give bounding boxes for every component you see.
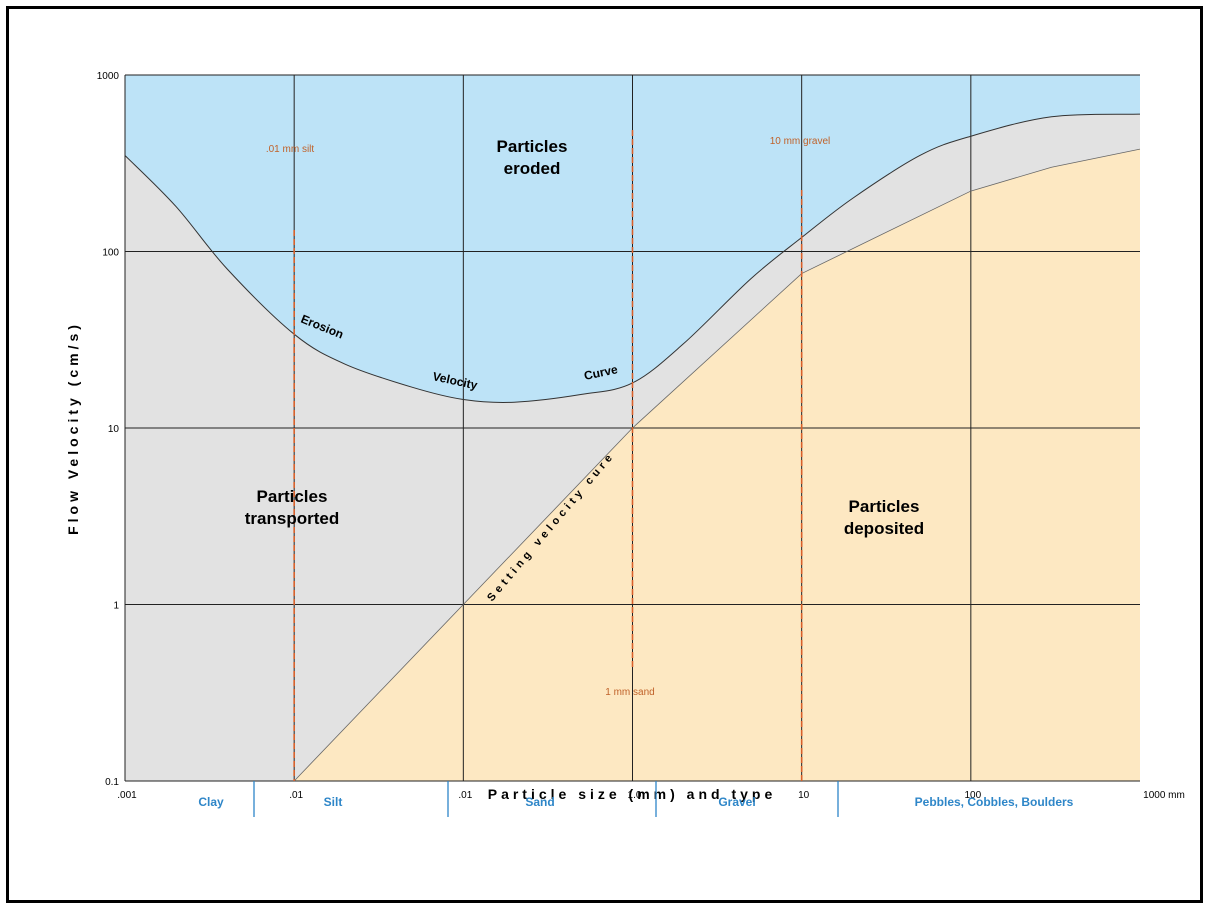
particle-type-label: Pebbles, Cobbles, Boulders	[915, 795, 1074, 809]
x-tick-label: 10	[798, 790, 810, 801]
reference-line-label: .01 mm silt	[266, 144, 315, 155]
region-label-deposited: Particles deposited	[844, 497, 924, 538]
x-tick-label: 1000 mm	[1143, 790, 1185, 801]
erosion-curve-word: Curve	[583, 362, 620, 383]
region-deposited	[294, 149, 1141, 781]
y-axis-title: Flow Velocity (cm/s)	[65, 321, 81, 535]
y-tick-label: 1000	[97, 71, 120, 82]
x-tick-label: .01	[289, 790, 303, 801]
region-label-transported: Particles transported	[245, 487, 339, 528]
reference-line-label: 1 mm sand	[605, 687, 654, 698]
particle-type-label: Clay	[198, 795, 224, 809]
axis-ticks: 0.1 1 10 100 1000 .001 .01 .01 1.0 10 100 1000 mm	[97, 71, 1185, 801]
x-tick-label: 1.0	[628, 790, 642, 801]
region-label-eroded: Particles eroded	[497, 137, 568, 178]
reference-lines: .01 mm silt 1 mm sand 10 mm gravel	[266, 130, 830, 781]
erosion-velocity-curve	[124, 113, 1141, 403]
y-tick-label: 100	[102, 248, 119, 259]
reference-line-label: 10 mm gravel	[770, 136, 831, 147]
x-tick-label: .001	[117, 790, 137, 801]
particle-type-label: Gravel	[718, 795, 755, 809]
chart-frame	[6, 6, 1203, 903]
particle-type-label: Sand	[525, 795, 554, 809]
particle-types: Clay Silt Sand Gravel Pebbles, Cobbles, Boul…	[198, 781, 1074, 817]
y-tick-label: 1	[113, 601, 119, 612]
x-tick-label: .01	[458, 790, 472, 801]
y-tick-label: 0.1	[105, 777, 119, 788]
x-axis-title: Particle size (mm) and type	[488, 786, 777, 802]
x-tick-label: 100	[964, 790, 981, 801]
y-tick-label: 10	[108, 424, 120, 435]
particle-type-label: Silt	[324, 795, 343, 809]
